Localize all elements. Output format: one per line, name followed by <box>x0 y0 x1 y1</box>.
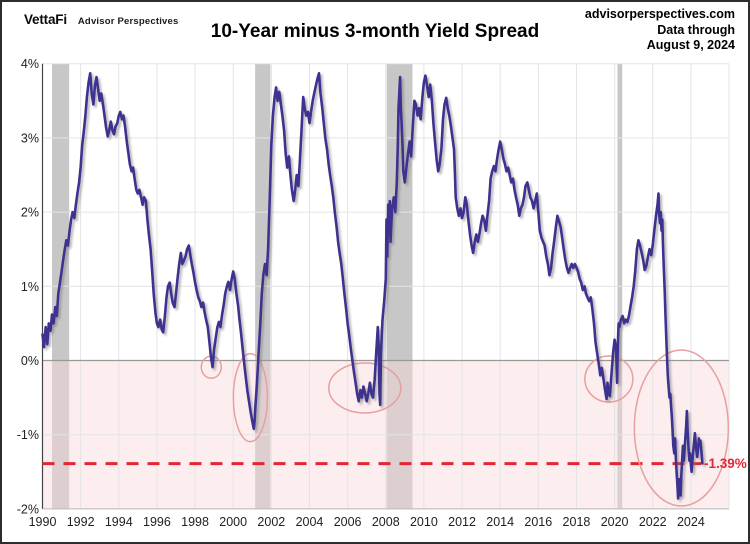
annotation-ellipses <box>200 349 730 507</box>
y-tick-label: -2% <box>17 502 39 516</box>
x-tick-label: 2010 <box>410 515 438 529</box>
x-tick-label: 2000 <box>219 515 247 529</box>
x-tick-label: 2022 <box>639 515 667 529</box>
y-tick-label: 0% <box>21 354 39 368</box>
inversion-ellipse <box>232 352 269 443</box>
y-tick-label: 4% <box>21 57 39 71</box>
x-tick-label: 2016 <box>524 515 552 529</box>
vettafi-logo: VettaFi Advisor Perspectives <box>24 11 179 29</box>
inversion-ellipse <box>633 349 730 507</box>
x-tick-label: 2024 <box>677 515 705 529</box>
inversion-ellipse <box>584 355 634 403</box>
x-tick-label: 2002 <box>257 515 285 529</box>
x-tick-label: 2006 <box>334 515 362 529</box>
x-tick-label: 1994 <box>105 515 133 529</box>
gridlines <box>42 63 730 510</box>
x-tick-label: 2008 <box>372 515 400 529</box>
y-tick-label: 3% <box>21 131 39 145</box>
y-axis-labels: 4% 3% 2% 1% 0% -1% -2% <box>17 57 39 516</box>
chart-title: 10-Year minus 3-month Yield Spread <box>210 21 540 42</box>
advisor-perspectives-label: Advisor Perspectives <box>77 16 179 27</box>
spread-value-label: -1.39% <box>704 456 747 471</box>
x-tick-label: 1990 <box>29 515 57 529</box>
x-tick-label: 2014 <box>486 515 514 529</box>
x-tick-label: 1992 <box>67 515 95 529</box>
source-attribution: advisorperspectives.com Data through Aug… <box>585 7 735 54</box>
data-through-date: August 9, 2024 <box>646 38 735 52</box>
spread-line <box>41 72 704 500</box>
source-url: advisorperspectives.com <box>584 7 735 21</box>
inversion-ellipse <box>328 362 402 414</box>
x-tick-label: 2018 <box>563 515 591 529</box>
vettafi-brand: VettaFi <box>24 12 67 27</box>
y-tick-label: -1% <box>17 428 39 442</box>
x-axis-labels: 1990 1992 1994 1996 1998 2000 2002 2004 2006 2008… <box>29 515 705 529</box>
x-tick-label: 2004 <box>296 515 324 529</box>
x-tick-label: 1998 <box>181 515 209 529</box>
x-tick-label: 1996 <box>143 515 171 529</box>
y-tick-label: 1% <box>21 280 39 294</box>
data-through-label: Data through <box>657 22 735 37</box>
y-tick-label: 2% <box>21 206 39 220</box>
x-tick-label: 2012 <box>448 515 476 529</box>
x-tick-label: 2020 <box>601 515 629 529</box>
